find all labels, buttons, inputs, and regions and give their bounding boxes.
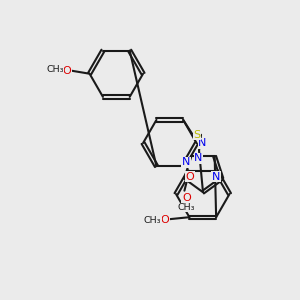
Text: N: N: [212, 172, 220, 182]
Text: CH₃: CH₃: [46, 65, 64, 74]
Text: O: O: [62, 66, 71, 76]
Text: O: O: [160, 215, 169, 225]
Text: N: N: [194, 153, 202, 164]
Text: CH₃: CH₃: [144, 216, 161, 225]
Text: O: O: [182, 193, 191, 202]
Text: CH₃: CH₃: [178, 203, 195, 212]
Text: S: S: [194, 130, 201, 140]
Text: N: N: [182, 157, 190, 167]
Text: N: N: [198, 138, 207, 148]
Text: O: O: [186, 172, 194, 182]
